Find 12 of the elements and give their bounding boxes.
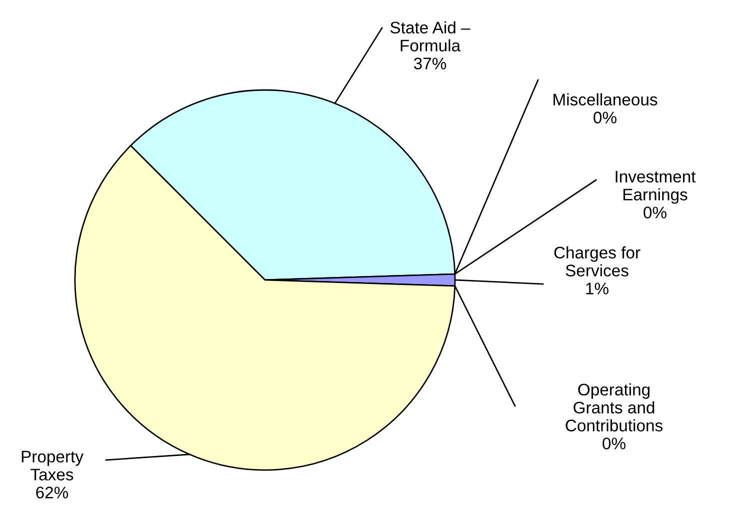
text: 0% (644, 206, 666, 218)
category-label: Operating Grants and Contributions (566, 383, 662, 432)
slice-label: State Aid – Formula (390, 21, 470, 52)
data-label: 1% (586, 282, 608, 294)
text: 0% (594, 112, 616, 124)
slice-label: Property Taxes (22, 450, 84, 480)
data-label: 37% (414, 58, 446, 70)
data-label: 62% (36, 486, 68, 498)
text: 0% (602, 438, 626, 450)
slice-label: Charges for Services (554, 246, 640, 276)
category-label: Miscellaneous (554, 93, 658, 106)
category-label: Investment Earnings (616, 170, 696, 204)
